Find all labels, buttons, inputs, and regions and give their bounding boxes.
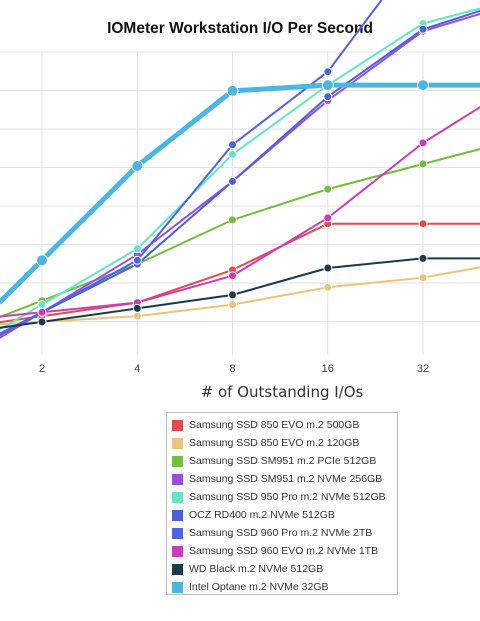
legend-label: OCZ RD400 m.2 NVMe 512GB <box>189 509 335 521</box>
chart-title: IOMeter Workstation I/O Per Second <box>107 20 373 37</box>
data-point <box>418 253 428 263</box>
data-point <box>131 160 144 172</box>
legend-swatch <box>172 419 183 431</box>
legend-swatch <box>172 455 183 467</box>
data-point <box>417 79 429 92</box>
legend-item: Intel Optane m.2 NVMe 32GB <box>167 578 397 596</box>
legend-swatch <box>172 473 183 485</box>
data-point <box>418 24 428 34</box>
legend-label: Samsung SSD SM951 m.2 PCIe 512GB <box>189 455 377 467</box>
legend-label: Samsung SSD 960 EVO m.2 NVMe 1TB <box>189 545 379 557</box>
data-point <box>418 138 428 148</box>
data-point <box>132 255 142 265</box>
data-point <box>36 254 48 267</box>
legend-label: Samsung SSD SM951 m.2 NVMe 256GB <box>189 473 383 485</box>
legend-item: Samsung SSD 950 Pro m.2 NVMe 512GB <box>167 488 397 506</box>
data-point <box>228 149 237 159</box>
data-point <box>228 290 237 300</box>
data-point <box>323 282 333 292</box>
x-tick-label: 2 <box>39 363 45 375</box>
legend-swatch <box>172 527 183 539</box>
legend-label: Intel Optane m.2 NVMe 32GB <box>189 581 329 593</box>
legend-label: Samsung SSD 850 EVO m.2 120GB <box>189 437 360 449</box>
legend-item: WD Black m.2 NVMe 512GB <box>167 560 397 578</box>
legend-label: Samsung SSD 960 Pro m.2 NVMe 2TB <box>189 527 373 539</box>
data-point <box>321 79 334 92</box>
data-point <box>323 263 333 273</box>
data-point <box>226 84 239 97</box>
legend-item: OCZ RD400 m.2 NVMe 512GB <box>167 506 397 524</box>
chart-legend: Samsung SSD 850 EVO m.2 500GB Samsung SSD… <box>166 412 398 595</box>
x-tick-label: 32 <box>417 363 429 375</box>
x-axis-label: # of Outstanding I/Os <box>201 383 364 401</box>
data-point <box>228 140 237 150</box>
legend-item: Samsung SSD 850 EVO m.2 120GB <box>167 434 397 452</box>
data-point <box>37 300 47 310</box>
legend-swatch <box>172 437 183 449</box>
x-tick-label: 4 <box>134 363 140 375</box>
legend-swatch <box>172 545 183 557</box>
data-point <box>323 67 333 77</box>
legend-item: Samsung SSD SM951 m.2 PCIe 512GB <box>167 452 397 470</box>
data-point <box>418 219 428 229</box>
data-point <box>132 303 142 313</box>
legend-item: Samsung SSD 960 Pro m.2 NVMe 2TB <box>167 524 397 542</box>
data-point <box>323 92 333 102</box>
legend-swatch <box>172 581 183 593</box>
data-point <box>323 213 333 223</box>
data-point <box>228 271 237 281</box>
legend-label: Samsung SSD 950 Pro m.2 NVMe 512GB <box>189 491 386 503</box>
legend-item: Samsung SSD 960 EVO m.2 NVMe 1TB <box>167 542 397 560</box>
series-line <box>0 222 480 324</box>
line-chart: 2 4 8 16 32 # of Outstanding I/Os <box>0 0 480 401</box>
series-line <box>0 82 480 305</box>
data-point <box>323 184 333 194</box>
legend-item: Samsung SSD 850 EVO m.2 500GB <box>167 416 397 434</box>
legend-label: Samsung SSD 850 EVO m.2 500GB <box>189 419 360 431</box>
data-point <box>418 273 428 283</box>
legend-swatch <box>172 491 183 503</box>
legend-swatch <box>172 563 183 575</box>
data-point <box>37 317 47 327</box>
data-point <box>132 244 142 254</box>
x-tick-label: 16 <box>322 363 334 375</box>
legend-item: Samsung SSD SM951 m.2 NVMe 256GB <box>167 470 397 488</box>
legend-label: WD Black m.2 NVMe 512GB <box>189 563 324 575</box>
data-point <box>132 311 142 321</box>
data-point <box>37 307 47 317</box>
x-tick-label: 8 <box>229 363 235 375</box>
data-point <box>228 300 237 310</box>
legend-swatch <box>172 509 183 521</box>
series-line <box>0 106 480 318</box>
data-point <box>228 215 237 225</box>
data-point <box>228 176 237 186</box>
data-point <box>418 159 428 169</box>
